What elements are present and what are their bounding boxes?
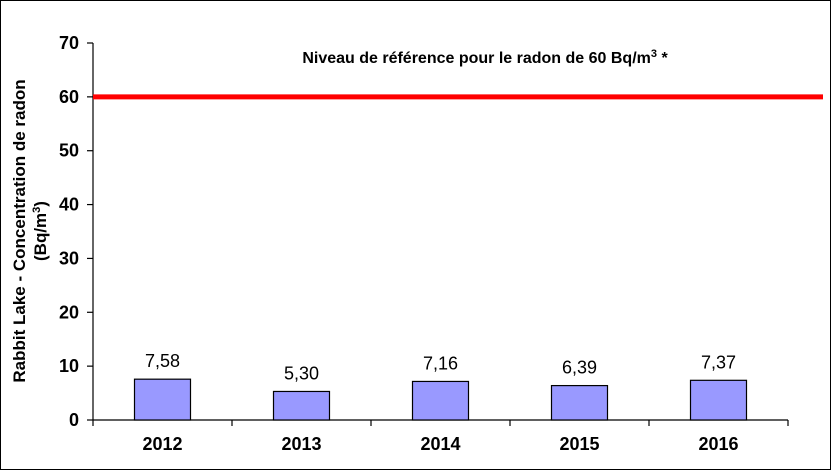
data-label: 7,37: [701, 352, 736, 372]
x-tick-label: 2015: [559, 434, 599, 454]
x-ticks: 2012 2013 2014 2015 2016: [92, 420, 789, 454]
data-label: 7,58: [145, 351, 180, 371]
y-tick-label: 40: [59, 195, 79, 215]
x-tick-label: 2012: [142, 434, 182, 454]
bar: [550, 384, 609, 421]
y-tick-label: 10: [59, 356, 79, 376]
bar: [411, 380, 470, 421]
y-tick-label: 60: [59, 87, 79, 107]
x-tick-label: 2016: [698, 434, 738, 454]
y-tick-label: 0: [69, 410, 79, 430]
reference-line-label: Niveau de référence pour le radon de 60 …: [302, 48, 668, 67]
bar: [133, 378, 192, 421]
data-label: 6,39: [562, 358, 597, 378]
y-tick-label: 30: [59, 248, 79, 268]
y-tick-label: 20: [59, 302, 79, 322]
data-label: 7,16: [423, 353, 458, 373]
bars: [133, 378, 748, 421]
y-axis-title-line-1: Rabbit Lake - Concentration de radon: [10, 79, 29, 382]
y-tick-label: 70: [59, 33, 79, 53]
y-axis-title-line-2: (Bq/m3): [31, 201, 50, 261]
x-tick-label: 2013: [281, 434, 321, 454]
y-tick-label: 50: [59, 141, 79, 161]
y-ticks: 0 10 20 30 40 50 60 70: [59, 33, 93, 430]
bar: [689, 379, 748, 421]
x-tick-label: 2014: [420, 434, 460, 454]
data-label: 5,30: [284, 363, 319, 383]
data-labels: 7,58 5,30 7,16 6,39 7,37: [145, 351, 736, 383]
bar: [272, 390, 331, 421]
